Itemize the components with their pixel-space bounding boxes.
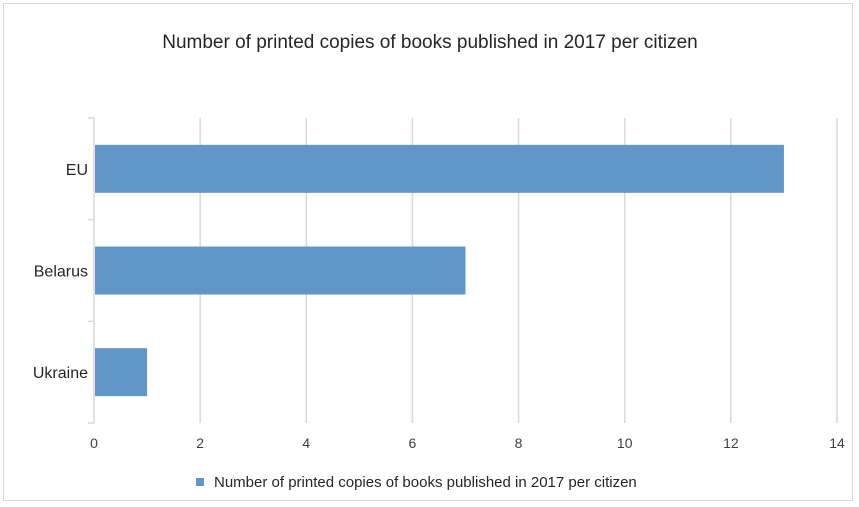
x-tick-label: 2: [196, 435, 204, 451]
x-tick-label: 4: [302, 435, 310, 451]
x-tick-label: 6: [409, 435, 417, 451]
x-tick-label: 0: [90, 435, 98, 451]
x-tick-label: 10: [617, 435, 633, 451]
category-label: EU: [66, 162, 88, 179]
x-tick-label: 12: [723, 435, 739, 451]
bar-belarus: [95, 246, 466, 295]
bar-ukraine: [95, 348, 148, 397]
legend-label: Number of printed copies of books publis…: [214, 473, 637, 491]
bar-eu: [95, 144, 784, 193]
legend-swatch: [196, 478, 204, 486]
category-label: Ukraine: [33, 365, 88, 382]
category-label: Belarus: [34, 264, 88, 281]
chart-legend: Number of printed copies of books publis…: [196, 470, 637, 494]
x-tick-label: 8: [515, 435, 523, 451]
x-tick-label: 14: [829, 435, 845, 451]
chart-title: Number of printed copies of books publis…: [162, 32, 698, 53]
